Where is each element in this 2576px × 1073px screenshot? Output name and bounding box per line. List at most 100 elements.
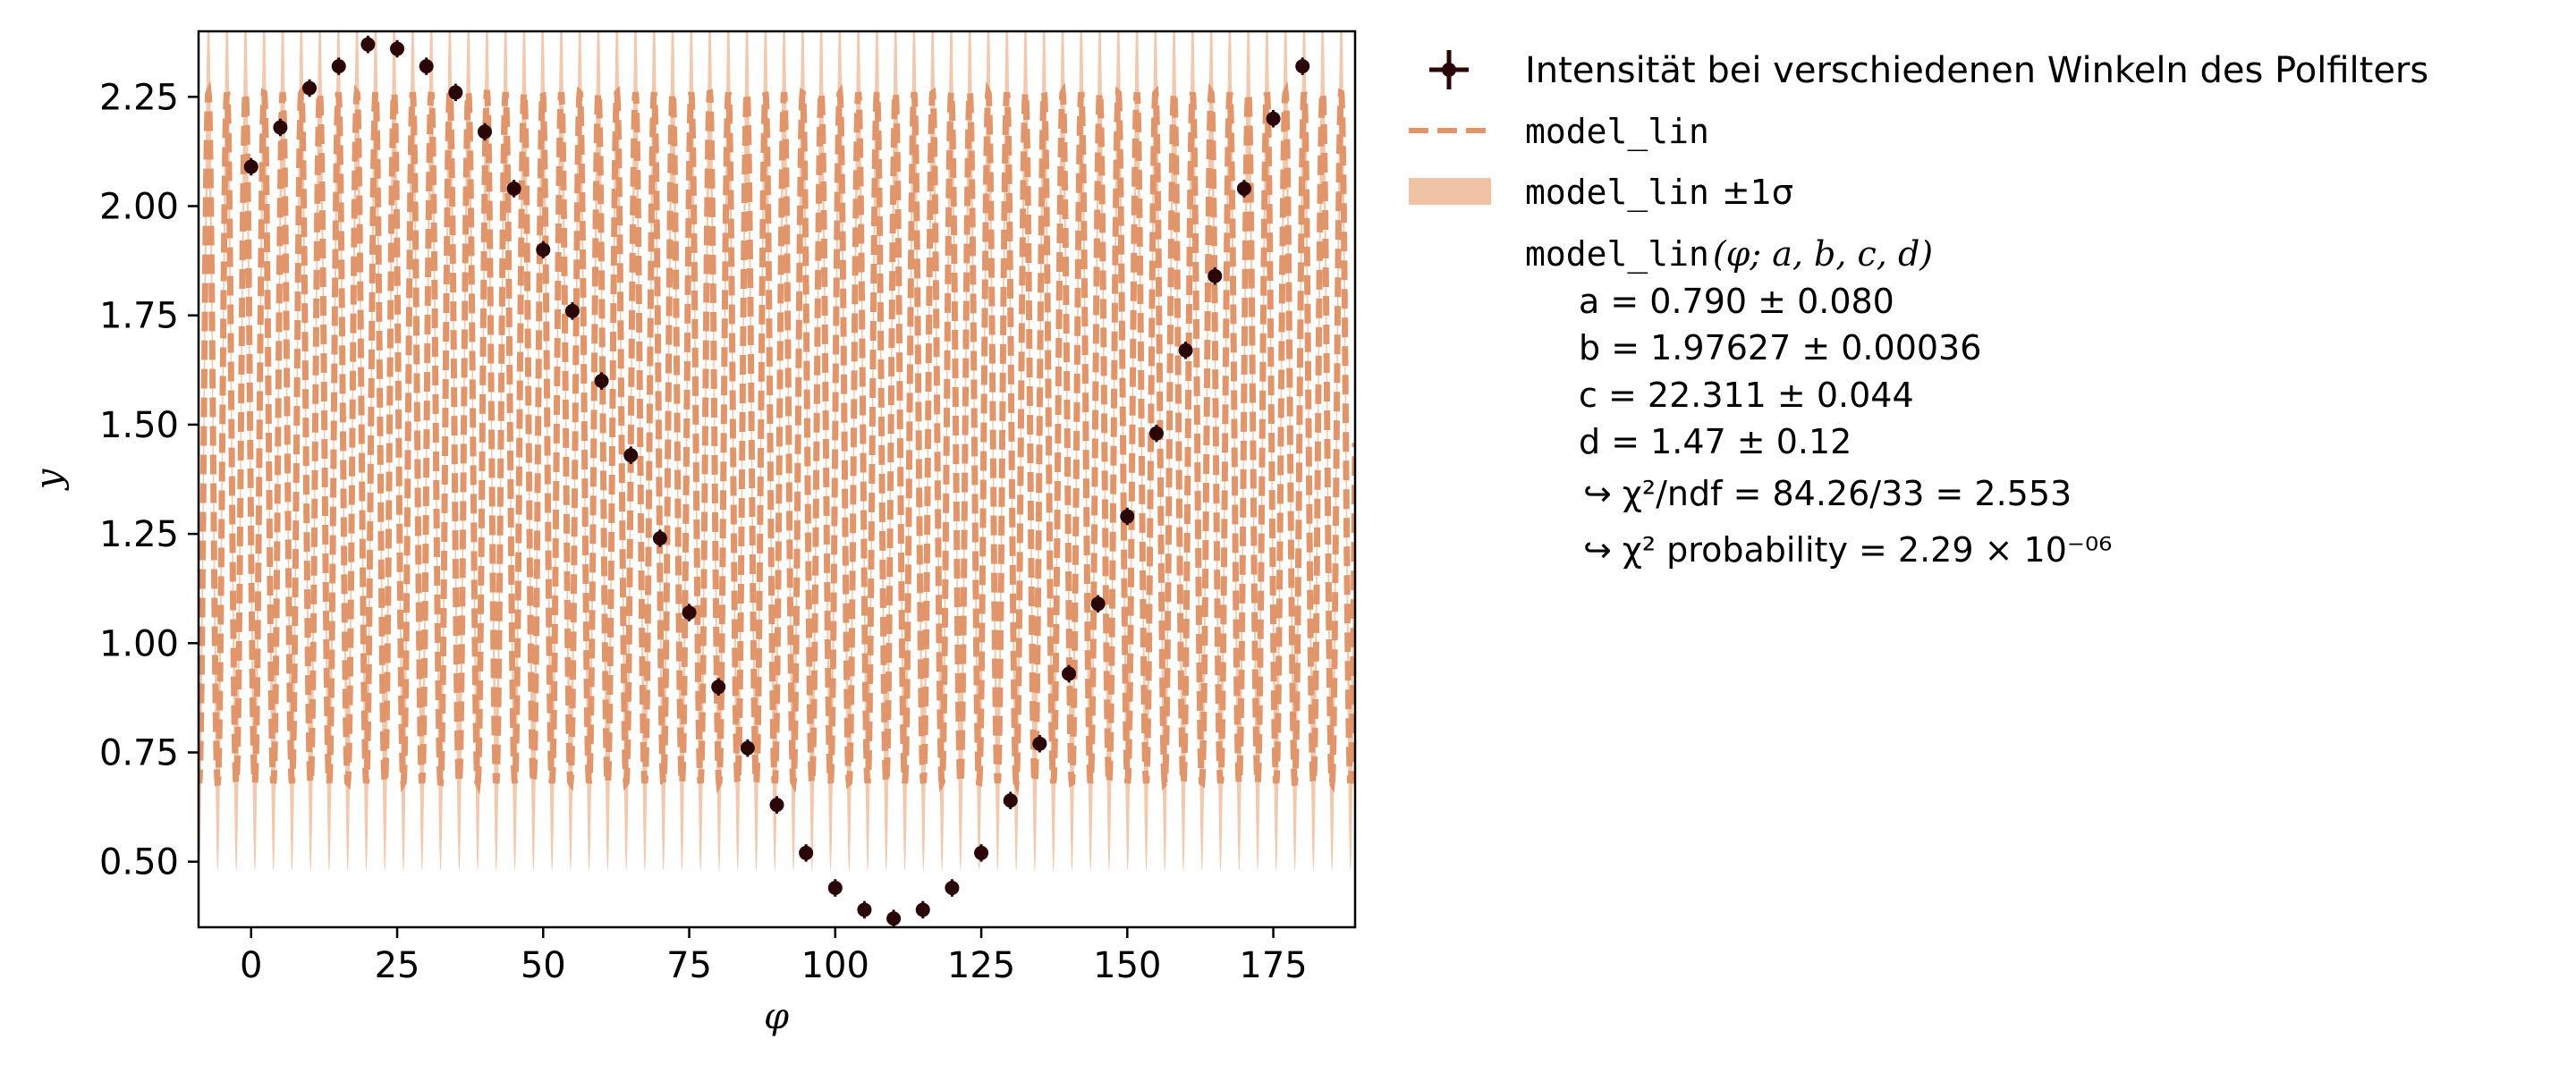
data-point-marker xyxy=(974,845,989,860)
data-point-marker xyxy=(769,798,784,813)
data-point-marker xyxy=(331,59,346,74)
data-point-marker xyxy=(652,530,667,545)
data-point xyxy=(1178,342,1193,359)
data-point xyxy=(945,879,960,897)
data-point-marker xyxy=(886,911,902,926)
fit-param-c: c = 22.311 ± 0.044 xyxy=(1579,376,1914,415)
fit-param-a: a = 0.790 ± 0.080 xyxy=(1579,282,1894,321)
data-point xyxy=(273,118,288,137)
data-point-marker xyxy=(1062,666,1077,681)
data-point xyxy=(419,57,434,75)
x-tick-label: 25 xyxy=(375,945,420,986)
data-point xyxy=(740,739,755,757)
data-point xyxy=(477,123,492,141)
data-point-marker xyxy=(1295,59,1310,74)
data-point xyxy=(536,241,551,259)
legend-entry-data: Intensität bei verschiedenen Winkeln des… xyxy=(1429,50,2428,91)
data-point-marker xyxy=(1266,111,1281,126)
data-point-marker xyxy=(1148,426,1164,441)
data-point-marker xyxy=(390,41,405,56)
y-tick-label: 2.00 xyxy=(99,187,179,228)
legend-entry-model: model_lin xyxy=(1409,112,1709,152)
data-point xyxy=(1062,664,1077,683)
data-point xyxy=(390,39,405,58)
y-tick-label: 0.75 xyxy=(99,732,179,773)
data-point xyxy=(1236,180,1251,198)
data-point-marker xyxy=(1178,342,1193,358)
data-point xyxy=(1208,266,1223,285)
y-tick-label: 1.50 xyxy=(99,405,179,446)
y-tick-label: 1.75 xyxy=(99,296,179,337)
data-point-marker xyxy=(302,80,318,96)
data-point-marker xyxy=(506,181,521,196)
y-tick-label: 1.25 xyxy=(99,514,179,555)
data-point-marker xyxy=(711,680,726,695)
data-point xyxy=(1090,595,1106,613)
data-point xyxy=(827,879,843,897)
data-point xyxy=(594,372,609,390)
data-point-marker xyxy=(1003,793,1018,808)
data-point xyxy=(360,35,376,54)
data-point-marker xyxy=(273,120,288,135)
x-tick-label: 50 xyxy=(521,945,566,986)
data-point-marker xyxy=(594,374,609,389)
legend-data-label: Intensität bei verschiedenen Winkeln des… xyxy=(1525,50,2428,91)
data-point xyxy=(915,900,930,919)
fit-chi2-ndf: ↪ χ²/ndf = 84.26/33 = 2.553 xyxy=(1583,474,2072,513)
data-point xyxy=(564,302,580,320)
legend-model-label: model_lin xyxy=(1525,112,1709,152)
data-point-marker xyxy=(419,59,434,74)
legend-band-label-mono: model_lin xyxy=(1525,173,1709,213)
data-point-marker xyxy=(827,881,843,896)
fit-signature-args: (φ; a, b, c, d) xyxy=(1713,234,1933,274)
data-point xyxy=(711,678,726,696)
data-point-marker xyxy=(564,303,580,318)
y-tick-label: 1.00 xyxy=(99,623,179,664)
data-point xyxy=(857,900,872,919)
fit-param-b: b = 1.97627 ± 0.00036 xyxy=(1579,328,1981,368)
legend-band-label: model_lin ±1σ xyxy=(1525,173,1793,213)
fit-signature-mono: model_lin xyxy=(1525,234,1709,275)
legend-data-marker-dot xyxy=(1442,63,1456,77)
data-point xyxy=(652,529,667,547)
fit-chi2-probability: ↪ χ² probability = 2.29 × 10⁻⁰⁶ xyxy=(1583,530,2112,570)
data-point xyxy=(1003,791,1018,810)
data-points-layer xyxy=(243,35,1310,927)
data-point-marker xyxy=(799,845,814,860)
x-tick-label: 75 xyxy=(666,945,712,986)
x-tick-label: 100 xyxy=(801,945,869,986)
fit-param-d: d = 1.47 ± 0.12 xyxy=(1579,422,1852,461)
data-point-marker xyxy=(243,159,258,174)
data-point xyxy=(886,909,902,927)
fit-signature: model_lin (φ; a, b, c, d) xyxy=(1525,234,1933,275)
data-point-marker xyxy=(360,37,376,52)
data-point xyxy=(331,57,346,75)
data-point-marker xyxy=(1120,509,1135,524)
data-point-marker xyxy=(477,124,492,139)
legend-band-swatch xyxy=(1409,178,1491,205)
data-point xyxy=(1295,57,1310,75)
data-point-marker xyxy=(1208,268,1223,283)
legend-entry-band: model_lin ±1σ xyxy=(1409,173,1793,213)
data-point xyxy=(1120,507,1135,526)
data-point xyxy=(1148,424,1164,443)
data-point xyxy=(302,79,318,97)
plot-frame xyxy=(197,30,1357,929)
data-point-marker xyxy=(1236,181,1251,196)
data-point xyxy=(769,796,784,814)
data-point-marker xyxy=(1032,736,1047,751)
legend: Intensität bei verschiedenen Winkeln des… xyxy=(1409,50,2428,570)
x-axis-label: φ xyxy=(764,996,789,1037)
y-tick-label: 2.25 xyxy=(99,77,179,118)
data-point-marker xyxy=(915,902,930,917)
data-point-marker xyxy=(623,448,639,463)
data-point xyxy=(506,180,521,198)
data-point-marker xyxy=(536,242,551,258)
data-point xyxy=(682,604,697,621)
y-tick-label: 0.50 xyxy=(99,842,179,883)
x-tick-label: 150 xyxy=(1093,945,1161,986)
data-point xyxy=(1032,734,1047,753)
data-point xyxy=(448,83,463,102)
data-point-marker xyxy=(682,605,697,621)
